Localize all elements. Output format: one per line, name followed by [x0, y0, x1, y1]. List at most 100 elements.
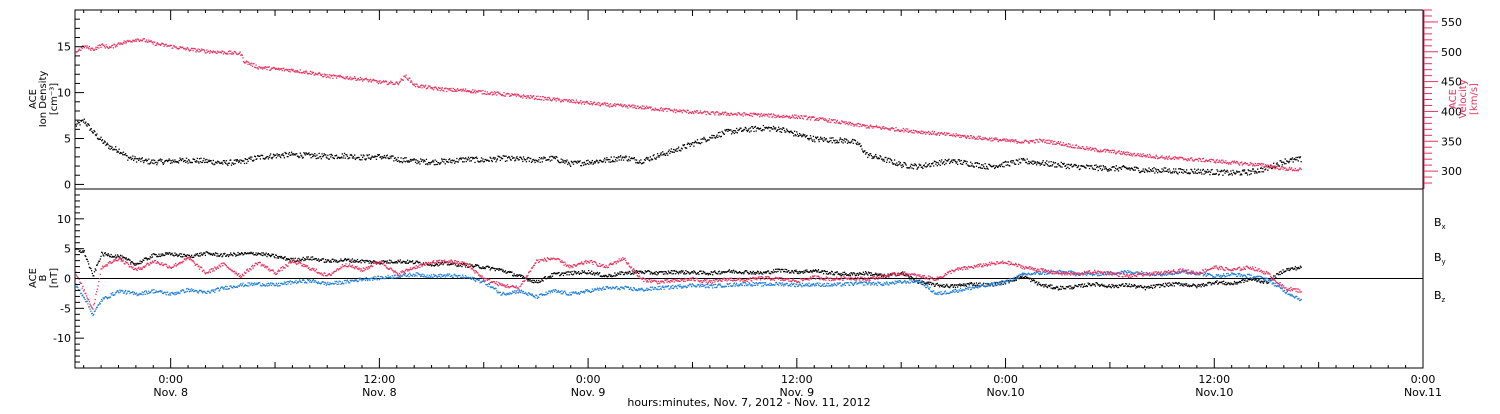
velocity-point	[1164, 157, 1165, 158]
bx-point	[283, 258, 284, 259]
velocity-point	[1215, 162, 1216, 163]
bx-point	[662, 271, 663, 272]
ion-density-point	[935, 164, 936, 165]
ion-density-point	[482, 158, 483, 159]
bx-point	[581, 273, 582, 274]
ion-density-point	[1135, 169, 1136, 170]
ion-density-point	[1205, 172, 1206, 173]
velocity-point	[632, 105, 633, 106]
ion-density-point	[234, 163, 235, 164]
velocity-point	[116, 46, 117, 47]
velocity-point	[1113, 152, 1114, 153]
bx-point	[438, 262, 439, 263]
velocity-point	[646, 106, 647, 107]
ion-density-point	[1142, 171, 1143, 172]
bx-point	[566, 274, 567, 275]
bx-point	[666, 272, 667, 273]
bx-point	[1172, 285, 1173, 286]
bx-point	[505, 270, 506, 271]
bx-point	[803, 271, 804, 272]
ion-density-point	[834, 140, 835, 141]
bx-point	[937, 283, 938, 284]
ion-density-point	[830, 140, 831, 141]
ion-density-point	[534, 160, 535, 161]
ion-density-point	[353, 157, 354, 158]
bx-point	[202, 254, 203, 255]
velocity-point	[122, 43, 123, 44]
ion-density-point	[130, 157, 131, 158]
ion-density-point	[421, 161, 422, 162]
ion-density-point	[1284, 163, 1285, 164]
ion-density-point	[912, 164, 913, 165]
ion-density-point	[753, 131, 754, 132]
velocity-point	[1298, 169, 1299, 170]
ion-density-point	[862, 150, 863, 151]
bx-point	[1222, 283, 1223, 284]
ion-density-point	[1219, 174, 1220, 175]
velocity-point	[253, 63, 254, 64]
ion-density-point	[390, 157, 391, 158]
ion-density-point	[448, 162, 449, 163]
velocity-point	[409, 78, 410, 79]
velocity-point	[749, 115, 750, 116]
bx-point	[629, 271, 630, 272]
velocity-point	[1228, 163, 1229, 164]
velocity-point	[1050, 140, 1051, 141]
bx-point	[466, 265, 467, 266]
bx-point	[230, 252, 231, 253]
velocity-point	[440, 88, 441, 89]
bx-point	[253, 252, 254, 253]
ion-density-point	[115, 146, 116, 147]
bx-point	[1182, 283, 1183, 284]
velocity-point	[1277, 166, 1278, 167]
velocity-point	[376, 82, 377, 83]
ion-density-point	[1296, 159, 1297, 160]
bx-point	[357, 259, 358, 260]
ion-density-point	[902, 164, 903, 165]
bx-point	[319, 261, 320, 262]
bx-point	[670, 272, 671, 273]
bx-point	[528, 279, 529, 280]
ion-density-point	[244, 163, 245, 164]
ion-density-point	[1032, 161, 1033, 162]
velocity-point	[608, 105, 609, 106]
ion-density-point	[1108, 169, 1109, 170]
velocity-point	[553, 97, 554, 98]
velocity-point	[555, 98, 556, 99]
ion-density-point	[449, 158, 450, 159]
velocity-point	[893, 128, 894, 129]
velocity-point	[304, 73, 305, 74]
velocity-point	[233, 53, 234, 54]
ion-density-point	[511, 159, 512, 160]
velocity-point	[324, 75, 325, 76]
ion-density-point	[785, 131, 786, 132]
ion-density-point	[1226, 171, 1227, 172]
velocity-point	[599, 102, 600, 103]
ion-density-point	[809, 138, 810, 139]
ion-density-point	[438, 162, 439, 163]
ion-density-point	[441, 158, 442, 159]
bx-point	[344, 259, 345, 260]
bx-point	[318, 258, 319, 259]
velocity-point	[1266, 166, 1267, 167]
velocity-point	[198, 51, 199, 52]
velocity-point	[103, 45, 104, 46]
velocity-point	[450, 90, 451, 91]
bx-point	[575, 271, 576, 272]
ion-density-point	[451, 162, 452, 163]
velocity-point	[85, 46, 86, 47]
bx-point	[383, 260, 384, 261]
ion-density-point	[492, 161, 493, 162]
velocity-point	[255, 67, 256, 68]
bx-point	[938, 284, 939, 285]
ion-density-point	[794, 131, 795, 132]
bx-point	[340, 258, 341, 259]
bx-point	[1061, 289, 1062, 290]
velocity-point	[1054, 141, 1055, 142]
ion-density-point	[1051, 165, 1052, 166]
bx-point	[840, 273, 841, 274]
bx-point	[465, 266, 466, 267]
velocity-point	[292, 69, 293, 70]
ion-density-point	[614, 161, 615, 162]
bx-point	[956, 284, 957, 285]
